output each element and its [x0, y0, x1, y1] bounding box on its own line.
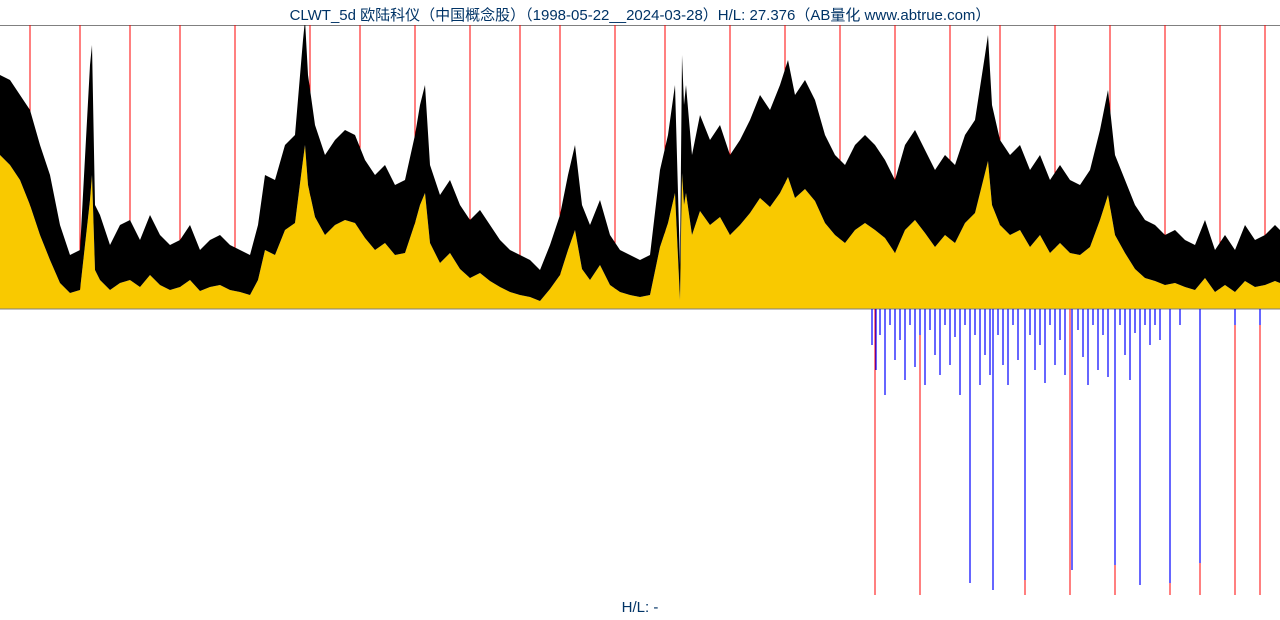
chart-footer: H/L: -	[0, 599, 1280, 616]
stock-chart	[0, 25, 1280, 595]
chart-title: CLWT_5d 欧陆科仪（中国概念股）（1998-05-22__2024-03-…	[0, 4, 1280, 25]
